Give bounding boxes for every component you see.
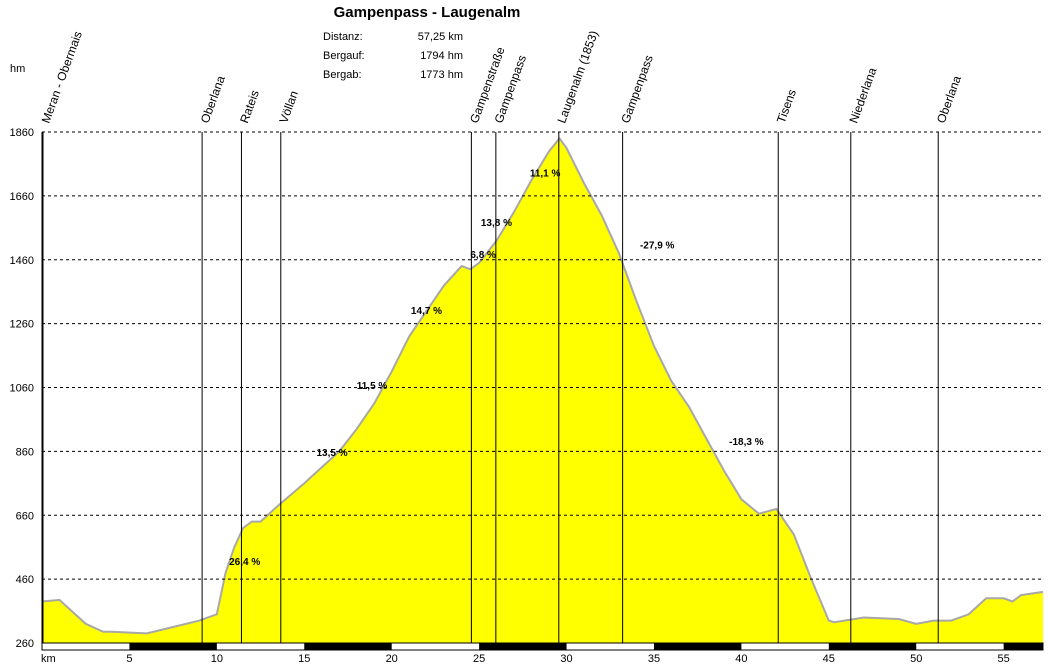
y-tick-label: 1860	[10, 127, 34, 139]
elevation-area	[42, 138, 1043, 643]
y-tick-label: 1060	[10, 383, 34, 395]
x-tick-label: 30	[560, 653, 572, 665]
grade-label: 13,8 %	[481, 218, 512, 229]
y-tick-label: 660	[16, 510, 34, 522]
x-tick-label: 50	[910, 653, 922, 665]
chart-title: Gampenpass - Laugenalm	[334, 4, 521, 21]
x-tick-label: 15	[298, 653, 310, 665]
x-axis-segment	[1003, 643, 1043, 650]
y-tick-label: 860	[16, 446, 34, 458]
y-axis-label: hm	[10, 63, 25, 75]
stat-distance-label: Distanz:	[323, 31, 363, 43]
x-tick-label: 35	[648, 653, 660, 665]
waypoint-label: Rateis	[237, 88, 262, 125]
stat-distance-value: 57,25 km	[418, 31, 463, 43]
x-tick-label: 5	[126, 653, 132, 665]
grade-label: -27,9 %	[640, 241, 675, 252]
x-axis-segment	[304, 643, 392, 650]
stat-descent-label: Bergab:	[323, 69, 362, 81]
x-axis-segment	[828, 643, 917, 650]
x-axis-segment	[653, 643, 742, 650]
stat-ascent-value: 1794 hm	[420, 50, 463, 62]
grade-label: 6,8 %	[470, 250, 496, 261]
x-axis-segment	[479, 643, 567, 650]
x-tick-label: 55	[998, 653, 1010, 665]
y-tick-label: 1660	[10, 191, 34, 203]
elevation-line	[41, 136, 1044, 635]
waypoint-label: Laugenalm (1853)	[554, 29, 600, 125]
stats-block: Distanz: 57,25 km Bergauf: 1794 hm Berga…	[323, 31, 463, 81]
x-tick-label: 20	[386, 653, 398, 665]
grade-label: 26,4 %	[229, 557, 260, 568]
y-tick-label: 260	[16, 638, 34, 650]
grade-label: 11,1 %	[530, 169, 561, 180]
x-axis-segment	[129, 643, 217, 650]
x-tick-label: 25	[473, 653, 485, 665]
stat-ascent-label: Bergauf:	[323, 50, 365, 62]
waypoint-label: Tisens	[774, 87, 799, 125]
waypoint-label: Völlan	[276, 89, 301, 125]
x-axis-label: km	[41, 653, 56, 665]
waypoint-label: Niederlana	[846, 65, 879, 125]
y-tick-label: 1460	[10, 255, 34, 267]
grade-label: -18,3 %	[729, 437, 764, 448]
grade-label: 14,7 %	[411, 306, 442, 317]
waypoint-label: Oberlana	[934, 74, 964, 125]
grade-label: 11,5 %	[357, 381, 388, 392]
y-tick-label: 1260	[10, 319, 34, 331]
waypoint-label: Gampenpass	[618, 53, 656, 125]
grade-label: 13,5 %	[317, 448, 348, 459]
x-tick-label: 45	[823, 653, 835, 665]
x-tick-label: 40	[735, 653, 747, 665]
waypoint-label: Meran - Obermais	[39, 29, 85, 125]
stat-descent-value: 1773 hm	[420, 69, 463, 81]
x-tick-label: 10	[211, 653, 223, 665]
waypoint-label: Oberlana	[198, 74, 228, 125]
y-tick-label: 460	[16, 574, 34, 586]
